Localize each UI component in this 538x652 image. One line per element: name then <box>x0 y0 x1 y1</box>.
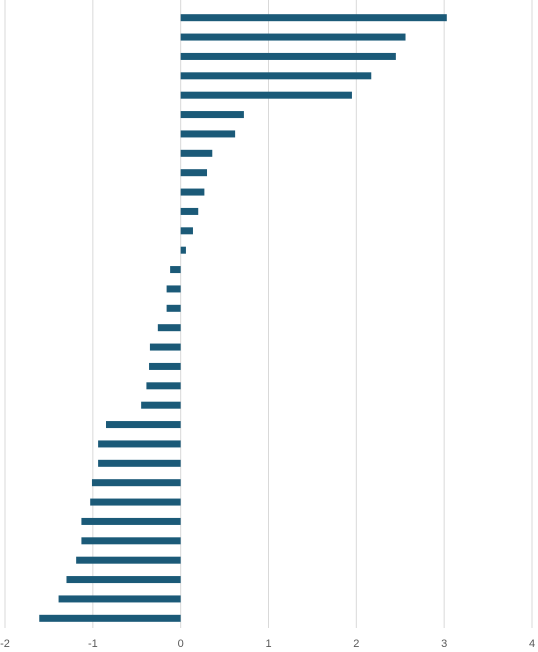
bar <box>98 459 181 467</box>
bar <box>149 362 181 370</box>
x-tick-label: 1 <box>265 638 271 650</box>
bar <box>141 401 181 409</box>
bar <box>106 421 181 429</box>
bar <box>91 479 181 487</box>
bar <box>180 72 372 80</box>
bar <box>157 324 181 332</box>
bar <box>166 285 181 293</box>
bar <box>180 130 236 138</box>
bar <box>98 440 181 448</box>
bar <box>58 595 181 603</box>
bar <box>39 614 181 622</box>
bar <box>81 537 181 545</box>
x-tick-label: 0 <box>178 638 184 650</box>
bar <box>180 188 205 196</box>
bar <box>149 343 181 351</box>
x-tick-label: 3 <box>441 638 447 650</box>
bars <box>39 14 447 622</box>
bar <box>166 304 181 312</box>
bar <box>180 14 447 22</box>
x-tick-label: -2 <box>0 638 10 650</box>
bar <box>180 227 193 235</box>
bar <box>180 91 352 99</box>
bar <box>180 52 396 60</box>
bar <box>180 246 186 254</box>
bar <box>170 266 181 274</box>
bar <box>81 517 181 525</box>
x-tick-label: 4 <box>529 638 535 650</box>
x-tick-label: 2 <box>353 638 359 650</box>
bar <box>180 33 406 41</box>
x-tick-label: -1 <box>88 638 98 650</box>
bar <box>90 498 181 506</box>
bar <box>76 556 181 564</box>
bar <box>180 207 199 215</box>
bar <box>180 149 213 157</box>
bar <box>146 382 181 390</box>
bar <box>66 576 181 584</box>
bar <box>180 111 244 119</box>
bar <box>180 169 208 177</box>
x-axis-tick-labels: -2 -1 0 1 2 3 4 <box>0 638 535 650</box>
gridlines <box>4 0 533 628</box>
